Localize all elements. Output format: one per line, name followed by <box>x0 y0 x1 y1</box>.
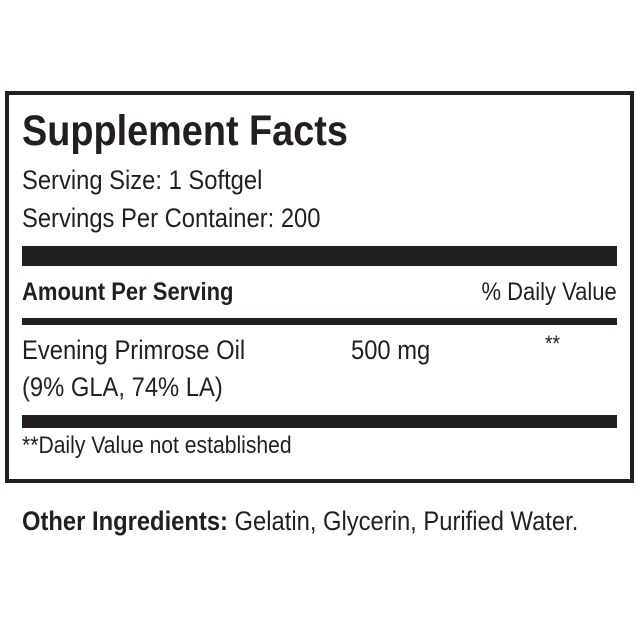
panel-title: Supplement Facts <box>22 107 348 155</box>
medium-divider <box>22 318 617 325</box>
amount-per-serving-header: Amount Per Serving <box>22 278 234 306</box>
ingredient-amount: 500 mg <box>351 335 431 365</box>
other-ingredients: Other Ingredients: Gelatin, Glycerin, Pu… <box>22 508 578 535</box>
thick-divider-bottom <box>22 415 617 428</box>
daily-value-header: % Daily Value <box>481 278 617 306</box>
other-ingredients-label: Other Ingredients: <box>22 506 228 536</box>
thick-divider <box>22 246 617 266</box>
supplement-facts-panel <box>5 91 634 483</box>
footnote: **Daily Value not established <box>22 432 292 459</box>
other-ingredients-value: Gelatin, Glycerin, Purified Water. <box>227 506 579 536</box>
serving-size: Serving Size: 1 Softgel <box>22 165 263 195</box>
servings-per-container: Servings Per Container: 200 <box>22 203 321 233</box>
ingredient-daily-value: ** <box>545 331 561 356</box>
ingredient-detail: (9% GLA, 74% LA) <box>22 372 223 402</box>
ingredient-name: Evening Primrose Oil <box>22 335 246 365</box>
